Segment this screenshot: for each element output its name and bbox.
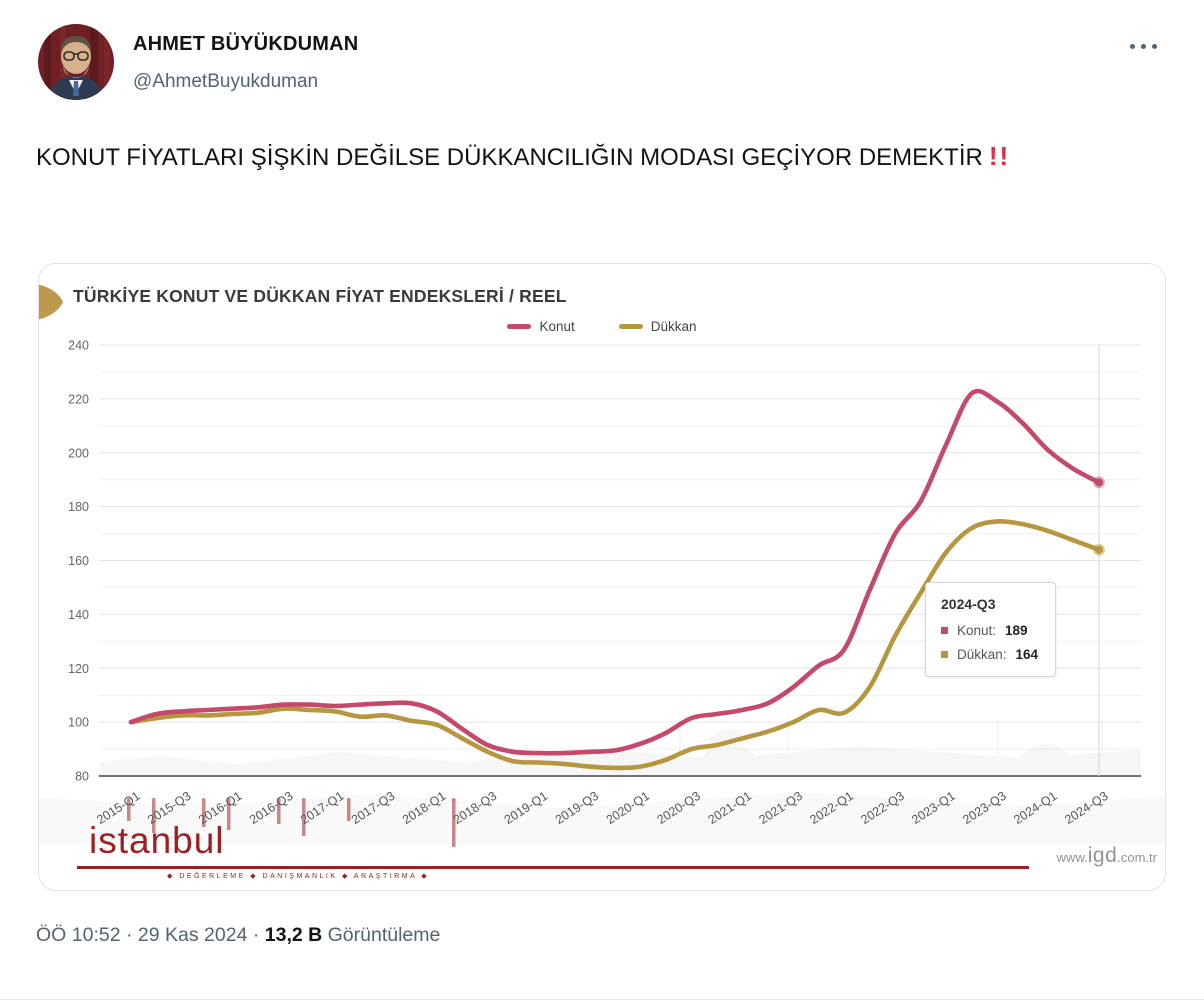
svg-text:160: 160 [68, 554, 89, 568]
avatar-photo [38, 24, 114, 100]
tooltip-konut-value: 189 [1005, 623, 1028, 638]
legend-item-dukkan: Dükkan [618, 319, 697, 334]
tweet-text-body: KONUT FİYATLARI ŞİŞKİN DEĞİLSE DÜKKANCIL… [36, 144, 983, 171]
istanbul-logo: istanbul [89, 820, 225, 861]
site-tld: .com.tr [1117, 850, 1157, 865]
meta-separator: · [252, 924, 260, 946]
tweet-time: ÖÖ 10:52 [36, 924, 121, 946]
tooltip-period: 2024-Q3 [941, 596, 996, 612]
views-count: 13,2 B [264, 924, 323, 946]
meta-separator: · [125, 924, 133, 946]
chart-title: TÜRKİYE KONUT VE DÜKKAN FİYAT ENDEKSLERİ… [73, 286, 567, 306]
site-www: www. [1056, 850, 1088, 865]
logo-tagline: ◆ DEĞERLEME ◆ DANIŞMANLIK ◆ ARAŞTIRMA ◆ [167, 873, 430, 880]
tooltip-row-konut: Konut: 189 [941, 623, 1038, 638]
svg-text:240: 240 [68, 339, 89, 353]
watermark-site: www. igd .com.tr [1057, 844, 1157, 868]
tweet-meta: ÖÖ 10:52 · 29 Kas 2024 · 13,2 B Görüntül… [36, 924, 440, 947]
logo-leaf-icon [39, 284, 63, 320]
author-handle[interactable]: @AhmetBuyukduman [133, 71, 319, 92]
site-name: igd [1087, 844, 1118, 867]
chart-attachment[interactable]: 240 220 200 180 160 140 120 100 80 2015-Q1 2015-Q… [38, 263, 1166, 891]
tooltip-row-dukkan: Dükkan: 164 [941, 647, 1038, 662]
tooltip-dukkan-label: Dükkan: [957, 647, 1007, 662]
chart-legend: Konut Dükkan [39, 319, 1165, 334]
svg-text:140: 140 [68, 608, 89, 622]
chart-tooltip: 2024-Q3 Konut: 189 Dükkan: 164 [925, 582, 1057, 677]
double-exclamation-emoji: !! [988, 141, 1011, 171]
svg-text:200: 200 [68, 446, 89, 460]
konut-marker-icon [941, 627, 948, 634]
views-label: Görüntüleme [327, 924, 441, 946]
action-bar-divider [0, 999, 1204, 1000]
konut-line-swatch [507, 324, 532, 329]
svg-text:180: 180 [68, 500, 89, 514]
tooltip-dukkan-value: 164 [1015, 647, 1039, 662]
svg-text:100: 100 [68, 716, 89, 730]
tweet-text: KONUT FİYATLARI ŞİŞKİN DEĞİLSE DÜKKANCIL… [36, 141, 1168, 174]
legend-label-konut: Konut [539, 319, 575, 334]
more-menu-button[interactable] [1126, 40, 1161, 53]
author-name[interactable]: AHMET BÜYÜKDUMAN [133, 33, 359, 55]
tooltip-konut-label: Konut: [957, 623, 997, 638]
logo-underline [77, 866, 1029, 869]
tweet-date: 29 Kas 2024 [137, 924, 248, 946]
dukkan-marker-icon [941, 651, 948, 658]
legend-item-konut: Konut [507, 319, 575, 334]
svg-text:120: 120 [68, 662, 89, 676]
dukkan-line-swatch [618, 324, 643, 329]
legend-label-dukkan: Dükkan [650, 319, 697, 334]
svg-text:220: 220 [68, 392, 89, 406]
avatar[interactable] [38, 24, 114, 100]
svg-text:80: 80 [75, 770, 89, 784]
